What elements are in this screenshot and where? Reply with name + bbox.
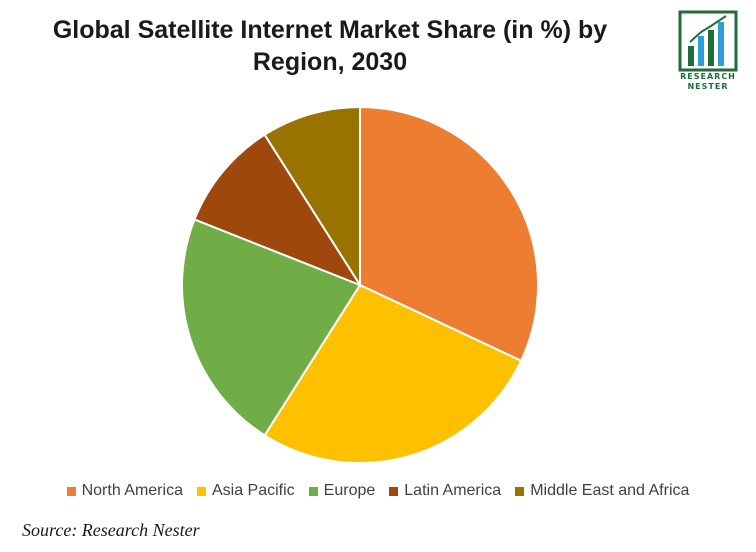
legend-item-europe: Europe: [308, 482, 376, 500]
legend-swatch: [308, 486, 318, 496]
chart-legend: North America Asia Pacific Europe Latin Ame…: [0, 482, 756, 500]
legend-swatch: [389, 486, 399, 496]
legend-label: Middle East and Africa: [530, 482, 690, 499]
logo-text-research: RESEARCH: [680, 72, 736, 81]
legend-swatch: [196, 486, 206, 496]
chart-title-line-2: Region, 2030: [252, 48, 408, 76]
legend-label: Latin America: [404, 482, 502, 499]
legend-label: Asia Pacific: [211, 482, 295, 499]
pie-slice-latin-america: [193, 133, 363, 288]
legend-item-middle-east-and-africa: Middle East and Africa: [515, 482, 689, 500]
bar-chart-logo-icon: [678, 10, 738, 72]
source-note: Source: Research Nester: [22, 520, 200, 540]
logo-text-nester: NESTER: [687, 82, 729, 91]
research-nester-logo: RESEARCH NESTER: [668, 10, 748, 91]
pie-slice-europe: [181, 218, 362, 437]
legend-label: Europe: [323, 482, 376, 499]
pie-slice-asia-pacific: [263, 283, 523, 464]
legend-swatch: [66, 486, 76, 496]
legend-item-north-america: North America: [66, 482, 183, 500]
legend-item-latin-america: Latin America: [389, 482, 501, 500]
legend-item-asia-pacific: Asia Pacific: [196, 482, 295, 500]
legend-swatch: [515, 486, 525, 496]
pie-slice-north-america: [359, 105, 539, 363]
chart-title-line-1: Global Satellite Internet Market Share (…: [52, 16, 608, 44]
legend-label: North America: [81, 482, 183, 499]
chart-title: Global Satellite Internet Market Share (…: [0, 14, 660, 78]
pie-slice-middle-east-and-africa: [263, 105, 361, 289]
